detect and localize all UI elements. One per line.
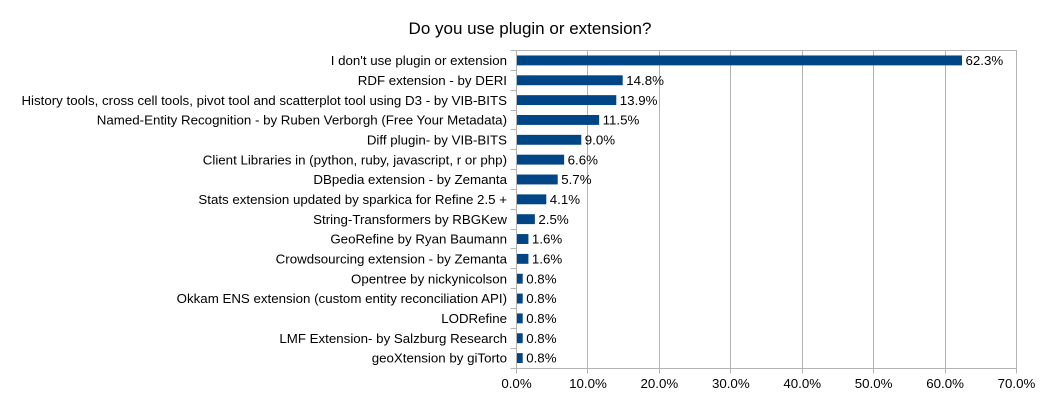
svg-text:1.6%: 1.6% <box>532 232 562 247</box>
svg-text:LMF Extension- by Salzburg Res: LMF Extension- by Salzburg Research <box>279 331 507 346</box>
svg-text:geoXtension by giTorto: geoXtension by giTorto <box>372 351 507 366</box>
svg-text:40.0%: 40.0% <box>783 376 821 391</box>
svg-text:Client Libraries in (python, r: Client Libraries in (python, ruby, javas… <box>203 152 507 167</box>
svg-text:Named-Entity Recognition - by: Named-Entity Recognition - by Ruben Verb… <box>97 113 507 128</box>
svg-text:0.0%: 0.0% <box>501 376 531 391</box>
svg-text:I don't use plugin or extensio: I don't use plugin or extension <box>331 53 507 68</box>
svg-text:10.0%: 10.0% <box>569 376 607 391</box>
svg-text:String-Transformers by RBGKew: String-Transformers by RBGKew <box>313 212 507 227</box>
svg-text:RDF extension - by DERI: RDF extension - by DERI <box>358 73 507 88</box>
svg-text:Okkam ENS extension (custom en: Okkam ENS extension (custom entity recon… <box>177 291 507 306</box>
svg-text:6.6%: 6.6% <box>568 152 598 167</box>
svg-text:1.6%: 1.6% <box>532 252 562 267</box>
svg-text:Stats extension updated by spa: Stats extension updated by sparkica for … <box>198 192 507 207</box>
svg-text:Opentree by nickynicolson: Opentree by nickynicolson <box>351 271 507 286</box>
svg-text:0.8%: 0.8% <box>526 271 556 286</box>
svg-text:0.8%: 0.8% <box>526 351 556 366</box>
svg-text:70.0%: 70.0% <box>998 376 1036 391</box>
svg-text:13.9%: 13.9% <box>620 93 658 108</box>
svg-text:GeoRefine by Ryan Baumann: GeoRefine by Ryan Baumann <box>330 232 507 247</box>
svg-text:14.8%: 14.8% <box>626 73 664 88</box>
svg-text:2.5%: 2.5% <box>538 212 568 227</box>
svg-text:History tools, cross cell tool: History tools, cross cell tools, pivot t… <box>21 93 507 108</box>
svg-text:Crowdsourcing extension - by Z: Crowdsourcing extension - by Zemanta <box>276 252 508 267</box>
svg-text:Diff plugin- by VIB-BITS: Diff plugin- by VIB-BITS <box>367 132 507 147</box>
svg-text:0.8%: 0.8% <box>526 311 556 326</box>
svg-text:50.0%: 50.0% <box>855 376 893 391</box>
svg-text:Do you use plugin or extension: Do you use plugin or extension? <box>409 19 652 38</box>
svg-text:DBpedia extension - by Zemanta: DBpedia extension - by Zemanta <box>313 172 507 187</box>
svg-text:4.1%: 4.1% <box>550 192 580 207</box>
svg-text:0.8%: 0.8% <box>526 331 556 346</box>
svg-text:20.0%: 20.0% <box>641 376 679 391</box>
svg-text:5.7%: 5.7% <box>561 172 591 187</box>
svg-text:0.8%: 0.8% <box>526 291 556 306</box>
svg-text:60.0%: 60.0% <box>926 376 964 391</box>
svg-text:30.0%: 30.0% <box>712 376 750 391</box>
svg-text:62.3%: 62.3% <box>966 53 1004 68</box>
svg-text:LODRefine: LODRefine <box>441 311 507 326</box>
svg-text:11.5%: 11.5% <box>603 113 640 128</box>
svg-text:9.0%: 9.0% <box>585 132 615 147</box>
